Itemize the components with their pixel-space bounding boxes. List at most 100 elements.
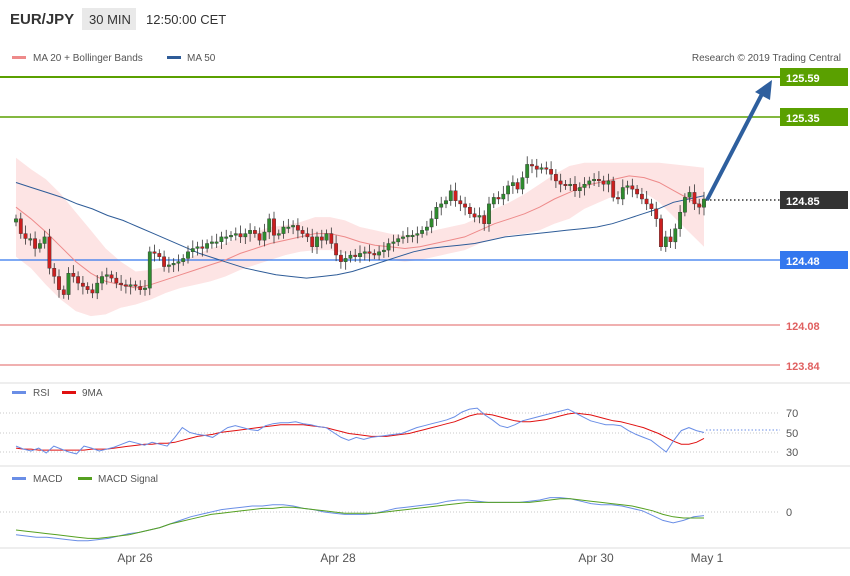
candle-body [487,203,491,224]
candle-body [439,203,444,208]
candle-body [166,264,171,267]
candle-body [100,276,104,284]
candle-body [343,258,348,262]
candle-body [348,254,353,259]
candle-body [396,238,401,243]
candle-body [147,251,152,289]
candle-body [683,197,687,213]
candle-body [444,200,448,205]
level-box-last [780,191,848,209]
candle-body [386,243,391,251]
candle-body [262,231,267,241]
candle-body [477,215,482,218]
candle-body [104,274,109,277]
candle-body [644,198,649,205]
candle-body [171,263,176,266]
candle-body [515,182,520,190]
candle-body [654,208,659,219]
candle-body [377,251,381,256]
candle-body [448,190,453,201]
candle-body [90,289,95,294]
candle-body [76,276,81,284]
candle-body [663,236,668,247]
symbol-title: EUR/JPY [10,11,74,28]
candle-body [162,256,166,267]
candle-body [554,174,558,182]
candle-body [14,218,18,223]
level-label-123-84: 123.84 [786,361,821,373]
interval-label: 30 MIN [89,12,131,27]
candle-body [534,165,539,170]
candle-body [539,167,544,170]
candle-body [200,246,205,249]
interval-badge[interactable] [82,8,136,30]
candle-body [362,251,367,254]
candle-body [291,225,295,228]
candle-body [252,230,257,234]
candle-body [544,167,549,170]
candle-body [214,241,219,244]
candle-body [339,254,343,262]
candle-body [257,233,262,241]
rsi-tick-50: 50 [786,428,798,440]
candle-body [410,235,415,238]
macd-panel: MACD MACD Signal 0 [0,474,792,542]
candle-body [501,193,506,200]
candle-body [209,241,214,244]
candle-body [372,253,377,256]
time-label: 12:50:00 CET [146,12,226,27]
rsi-ma-legend-label: 9MA [82,388,103,399]
candle-body [157,253,162,257]
candle-body [95,282,100,294]
level-label-125-59: 125.59 [786,73,820,85]
level-box-125-59 [780,68,848,86]
candle-body [482,215,487,224]
candle-body [33,238,38,249]
candle-body [61,289,66,295]
candle-body [367,251,372,254]
candle-body [353,254,358,257]
candle-body [678,211,683,229]
candle-body [415,233,420,236]
candle-body [611,180,616,198]
candle-body [248,230,252,234]
candle-body [233,233,238,236]
rsi-tick-30: 30 [786,447,798,459]
candle-body [181,258,186,262]
candle-body [195,246,200,249]
price-panel: 125.59 125.35 124.85 124.48 124.08 123.8… [0,68,848,373]
candle-body [190,248,195,252]
candle-body [80,282,85,287]
rsi-tick-70: 70 [786,408,798,420]
candle-body [276,233,281,236]
candle-body [119,282,124,285]
macd-line [15,497,705,542]
level-label-last: 124.85 [786,196,820,208]
candle-body [23,233,28,239]
date-axis: Apr 26 Apr 28 Apr 30 May 1 [117,551,723,565]
candle-body [630,185,635,190]
bollinger-band-fill [16,157,704,317]
candle-body [496,197,501,200]
level-label-124-48: 124.48 [786,256,820,268]
candle-body [620,187,625,200]
candle-body [491,197,496,205]
candle-body [71,273,76,277]
candle-body [659,218,663,248]
candle-body [219,236,224,242]
candle-body [640,193,644,200]
main-legend: MA 20 + Bollinger Bands MA 50 Research ©… [12,53,841,64]
candle-body [429,218,434,228]
candle-body [525,164,530,178]
candle-body [329,233,334,244]
candle-body [296,225,300,231]
candle-body [66,273,71,295]
candle-body [673,228,678,243]
candle-body [85,286,90,290]
candle-body [573,183,577,191]
candle-body [401,236,405,239]
candle-body [334,243,338,256]
date-label-apr-30: Apr 30 [578,551,614,565]
rsi-ma-line [15,412,705,451]
macd-signal-legend-swatch [78,477,92,480]
